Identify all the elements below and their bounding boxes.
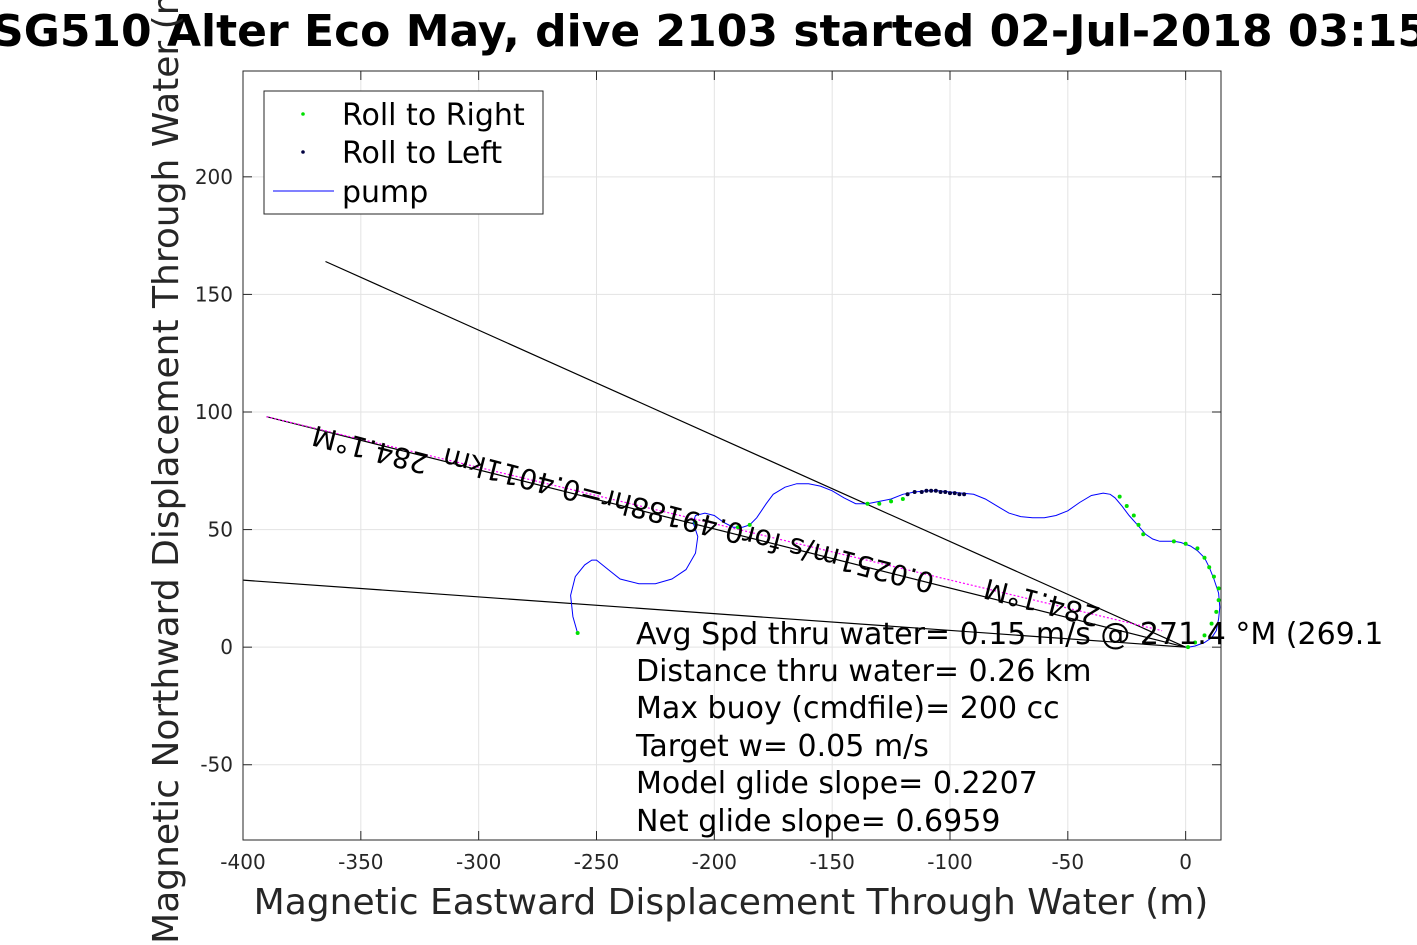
- note-max-buoy: Max buoy (cmdfile)= 200 cc: [636, 691, 1060, 726]
- y-tick-label: -50: [200, 753, 233, 777]
- roll-right-point: [1216, 598, 1221, 603]
- roll-right-point: [900, 497, 905, 502]
- x-tick-label: -200: [692, 850, 737, 874]
- roll-right-point: [865, 501, 870, 506]
- note-net-glide-slope: Net glide slope= 0.6959: [636, 804, 1000, 839]
- roll-left-point: [919, 489, 924, 494]
- roll-right-point: [1193, 640, 1198, 645]
- reference-lines: [243, 260, 1186, 648]
- x-tick-label: -100: [927, 850, 972, 874]
- roll-left-point: [957, 492, 962, 497]
- x-tick-label: -250: [574, 850, 619, 874]
- legend: Roll to Right Roll to Left pump: [263, 90, 544, 215]
- roll-left-point: [912, 489, 917, 494]
- roll-right-point: [1171, 539, 1176, 544]
- roll-left-point: [905, 492, 910, 497]
- data-series: [570, 483, 1221, 650]
- roll-right-point: [1124, 504, 1129, 509]
- reference-line: [266, 416, 1186, 648]
- roll-right-point: [1131, 513, 1136, 518]
- legend-box: [263, 90, 544, 215]
- x-tick-label: 0: [1179, 850, 1192, 874]
- note-distance: Distance thru water= 0.26 km: [636, 654, 1091, 689]
- x-tick-label: -350: [338, 850, 383, 874]
- x-axis-label: Magnetic Eastward Displacement Through W…: [254, 882, 1209, 923]
- legend-label-roll-right: Roll to Right: [342, 98, 525, 133]
- roll-right-point: [877, 501, 882, 506]
- roll-right-point: [1141, 532, 1146, 537]
- note-target-w: Target w= 0.05 m/s: [635, 729, 929, 764]
- chart-title: SG510 Alter Eco May, dive 2103 started 0…: [0, 6, 1417, 57]
- axis-ticks: -400 -350 -300 -250 -200 -150 -100 -50 0 -50 0 50 10…: [195, 71, 1221, 874]
- roll-right-point: [1195, 546, 1200, 551]
- x-tick-label: -150: [809, 850, 854, 874]
- reference-line: [243, 579, 1186, 648]
- roll-left-point: [933, 488, 938, 493]
- roll-right-point: [1186, 645, 1191, 650]
- roll-right-point: [1214, 609, 1219, 614]
- roll-right-point: [1202, 555, 1207, 560]
- reference-line: [325, 260, 1186, 648]
- legend-marker-roll-right: [301, 112, 305, 116]
- stats-notes: Avg Spd thru water= 0.15 m/s @ 271.4 °M …: [635, 617, 1383, 839]
- roll-right-point: [693, 520, 698, 525]
- y-tick-label: 150: [195, 282, 233, 306]
- roll-right-point: [747, 522, 752, 527]
- y-tick-label: 100: [195, 400, 233, 424]
- y-tick-label: 50: [208, 518, 233, 542]
- roll-left-point: [938, 489, 943, 494]
- roll-right-point: [889, 499, 894, 504]
- roll-left-point: [962, 492, 967, 497]
- roll-left-point: [924, 488, 929, 493]
- y-axis-label: Magnetic Northward Displacement Through …: [146, 0, 187, 944]
- roll-left-point: [947, 491, 952, 496]
- x-tick-label: -50: [1051, 850, 1084, 874]
- roll-right-point: [735, 525, 740, 530]
- legend-marker-roll-left: [301, 150, 305, 154]
- roll-left-point: [943, 489, 948, 494]
- note-avg-speed: Avg Spd thru water= 0.15 m/s @ 271.4 °M …: [636, 617, 1383, 652]
- plot-frame: [242, 70, 1222, 841]
- y-tick-label: 200: [195, 165, 233, 189]
- roll-right-point: [1117, 494, 1122, 499]
- roll-left-point: [929, 488, 934, 493]
- note-model-glide-slope: Model glide slope= 0.2207: [636, 766, 1038, 801]
- y-tick-label: 0: [220, 635, 233, 659]
- roll-right-point: [575, 631, 580, 636]
- reference-line: [266, 416, 1163, 632]
- roll-left-point: [952, 491, 957, 496]
- roll-right-point: [1216, 586, 1221, 591]
- roll-right-point: [1202, 633, 1207, 638]
- roll-right-point: [1211, 574, 1216, 579]
- roll-right-point: [1136, 522, 1141, 527]
- roll-right-point: [1207, 565, 1212, 570]
- legend-label-pump: pump: [342, 175, 428, 210]
- roll-right-point: [1209, 621, 1214, 626]
- legend-label-roll-left: Roll to Left: [342, 136, 502, 171]
- x-tick-label: -300: [456, 850, 501, 874]
- pump-track-line: [570, 483, 1221, 648]
- x-tick-label: -400: [220, 850, 265, 874]
- roll-right-point: [1183, 541, 1188, 546]
